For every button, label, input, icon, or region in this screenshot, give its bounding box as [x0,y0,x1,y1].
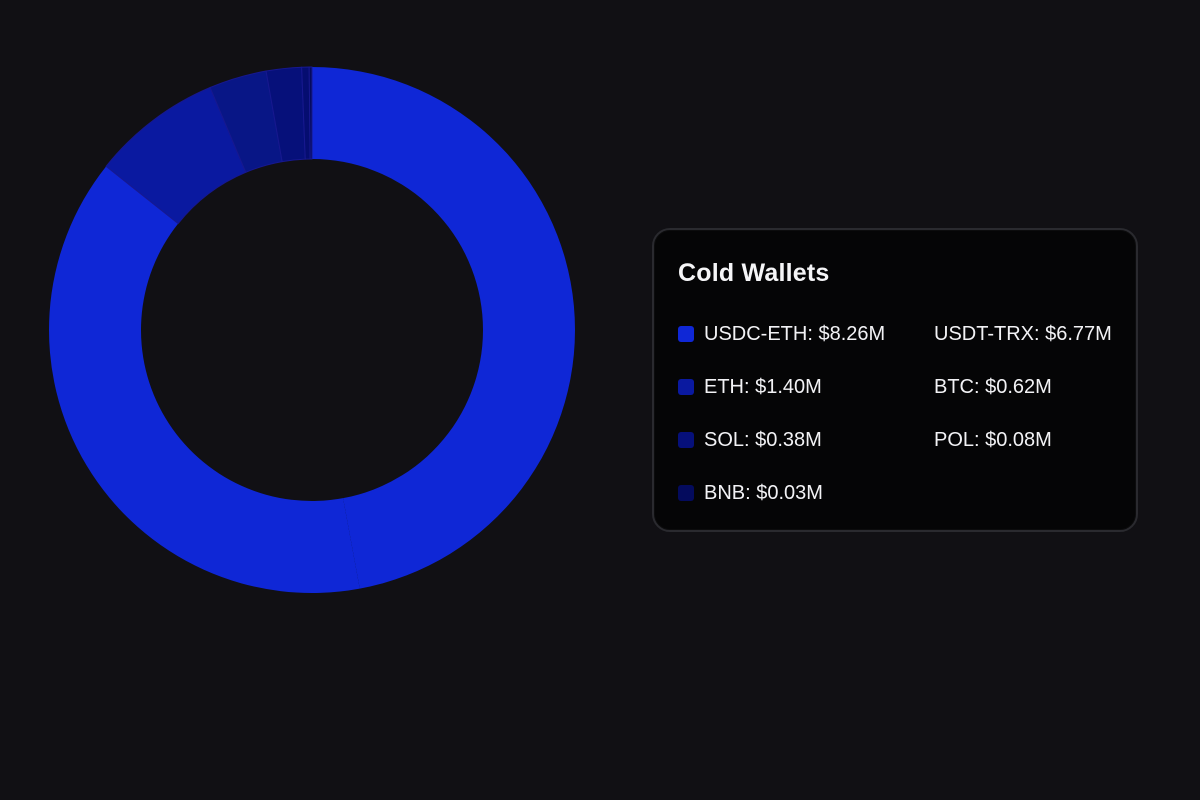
legend-card: Cold Wallets USDC-ETH: $8.26M USDT-TRX: $… [652,228,1138,532]
legend-label: SOL: $0.38M [704,429,822,451]
legend-item-sol: SOL: $0.38M [678,424,822,456]
legend-swatch [678,326,694,342]
legend-label: BTC: $0.62M [934,376,1052,398]
legend-label: USDC-ETH: $8.26M [704,323,886,345]
legend-label: ETH: $1.40M [704,376,822,398]
legend-label: POL: $0.08M [934,429,1052,451]
legend-item-usdt-trx: USDT-TRX: $6.77M [934,318,1112,350]
legend-swatch [678,379,694,395]
legend-swatch [678,432,694,448]
donut-chart-container [44,52,580,612]
legend-item-btc: BTC: $0.62M [934,371,1052,403]
legend-item-usdc-eth: USDC-ETH: $8.26M [678,318,885,350]
legend-swatch [678,485,694,501]
legend-item-bnb: BNB: $0.03M [678,477,823,509]
chart-title: Cold Wallets [678,259,830,287]
donut-chart [49,66,575,593]
legend-label: BNB: $0.03M [704,482,823,504]
legend-label: USDT-TRX: $6.77M [934,323,1112,345]
legend: USDC-ETH: $8.26M USDT-TRX: $6.77M ETH: $1.… [678,318,1122,504]
donut-slice-usdc-eth [312,67,575,589]
legend-item-pol: POL: $0.08M [934,424,1052,456]
legend-item-eth: ETH: $1.40M [678,371,822,403]
donut-slice-usdt-trx [49,166,360,593]
donut-slice-bnb [308,66,313,160]
